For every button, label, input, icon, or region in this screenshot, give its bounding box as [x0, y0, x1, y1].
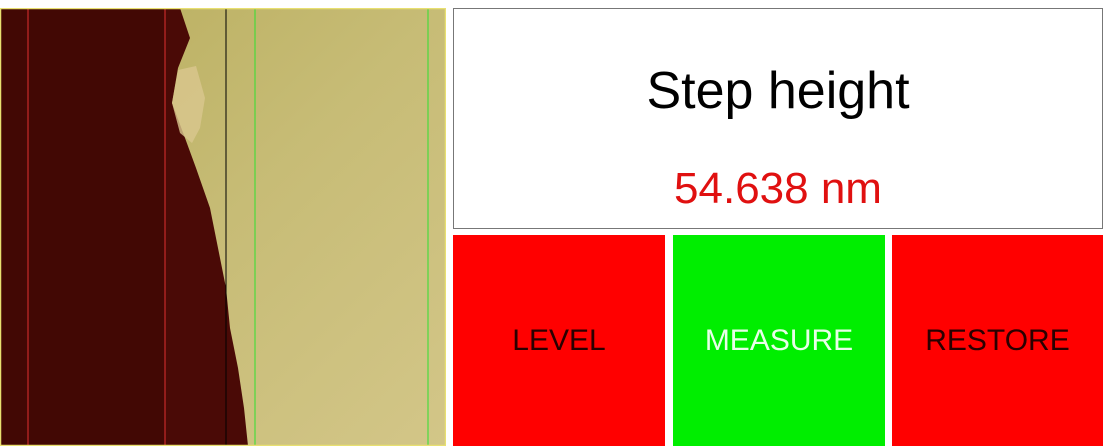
afm-image: [0, 8, 446, 446]
level-button[interactable]: LEVEL: [453, 235, 665, 446]
readout-panel: Step height 54.638 nm: [453, 8, 1103, 229]
readout-title: Step height: [646, 62, 910, 120]
restore-button[interactable]: RESTORE: [892, 235, 1103, 446]
measure-button[interactable]: MEASURE: [673, 235, 885, 446]
readout-value: 54.638 nm: [674, 164, 882, 213]
